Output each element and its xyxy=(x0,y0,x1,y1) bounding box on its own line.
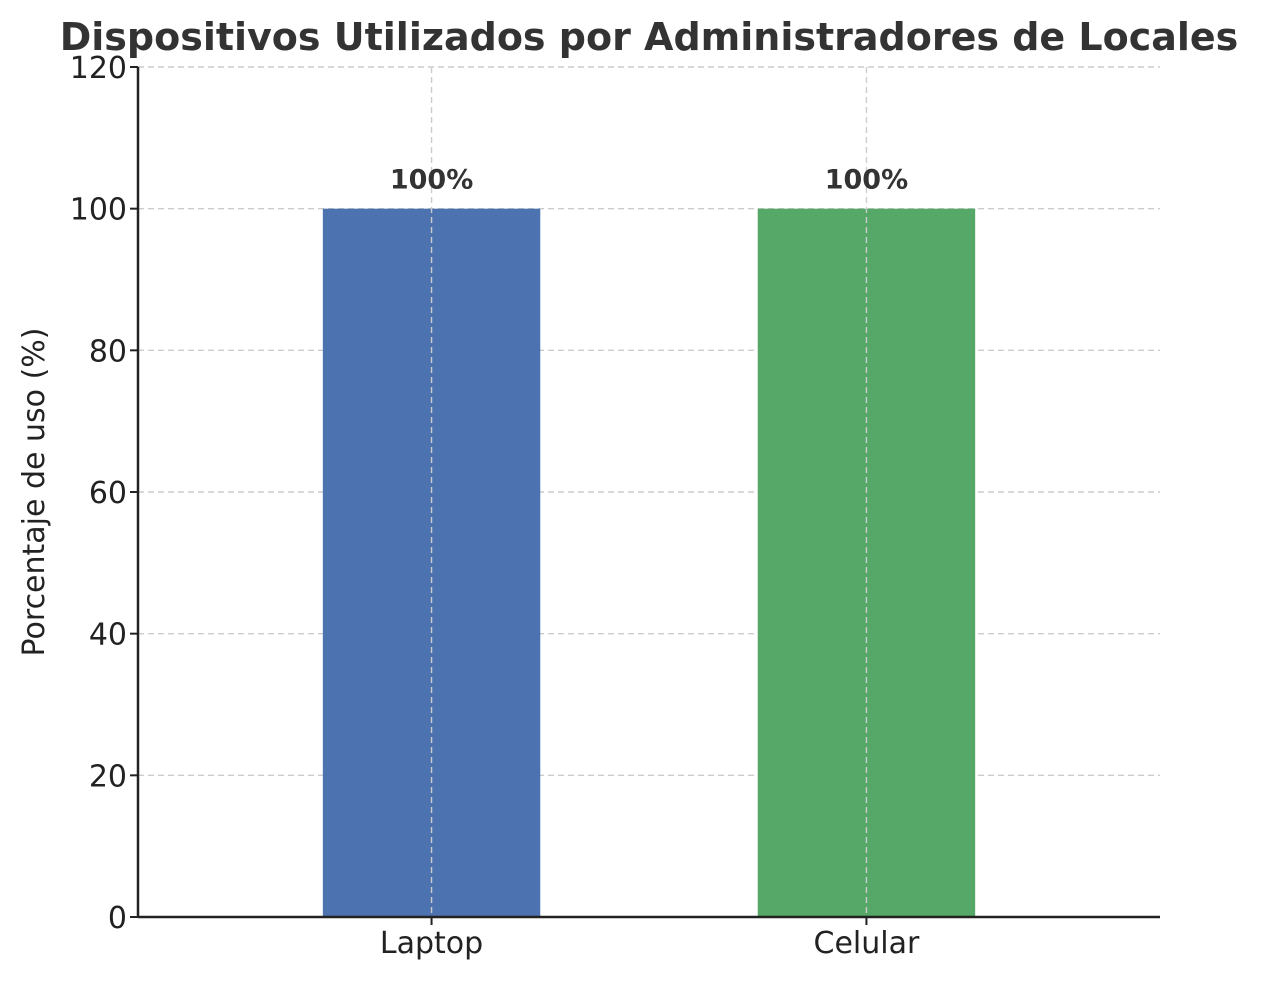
y-tick-label: 60 xyxy=(89,476,127,511)
chart-title: Dispositivos Utilizados por Administrado… xyxy=(60,15,1239,59)
y-tick-label: 40 xyxy=(89,618,127,653)
bar-value-label: 100% xyxy=(390,165,473,196)
grid-lines xyxy=(138,66,1160,777)
y-tick-label: 20 xyxy=(89,759,127,794)
y-tick-label: 80 xyxy=(89,334,127,369)
labels: 0 20 40 60 80 100 120 Laptop 100% Celular 100% xyxy=(70,51,920,961)
x-tick-label: Celular xyxy=(814,926,920,961)
axes xyxy=(130,66,1160,925)
x-tick-label: Laptop xyxy=(380,926,483,961)
bar-value-label: 100% xyxy=(825,165,908,196)
y-axis-label: Porcentaje de uso (%) xyxy=(17,328,52,657)
bars xyxy=(322,208,976,917)
y-tick-label: 120 xyxy=(70,51,127,86)
y-tick-label: 0 xyxy=(108,901,127,936)
y-tick-label: 100 xyxy=(70,193,127,228)
